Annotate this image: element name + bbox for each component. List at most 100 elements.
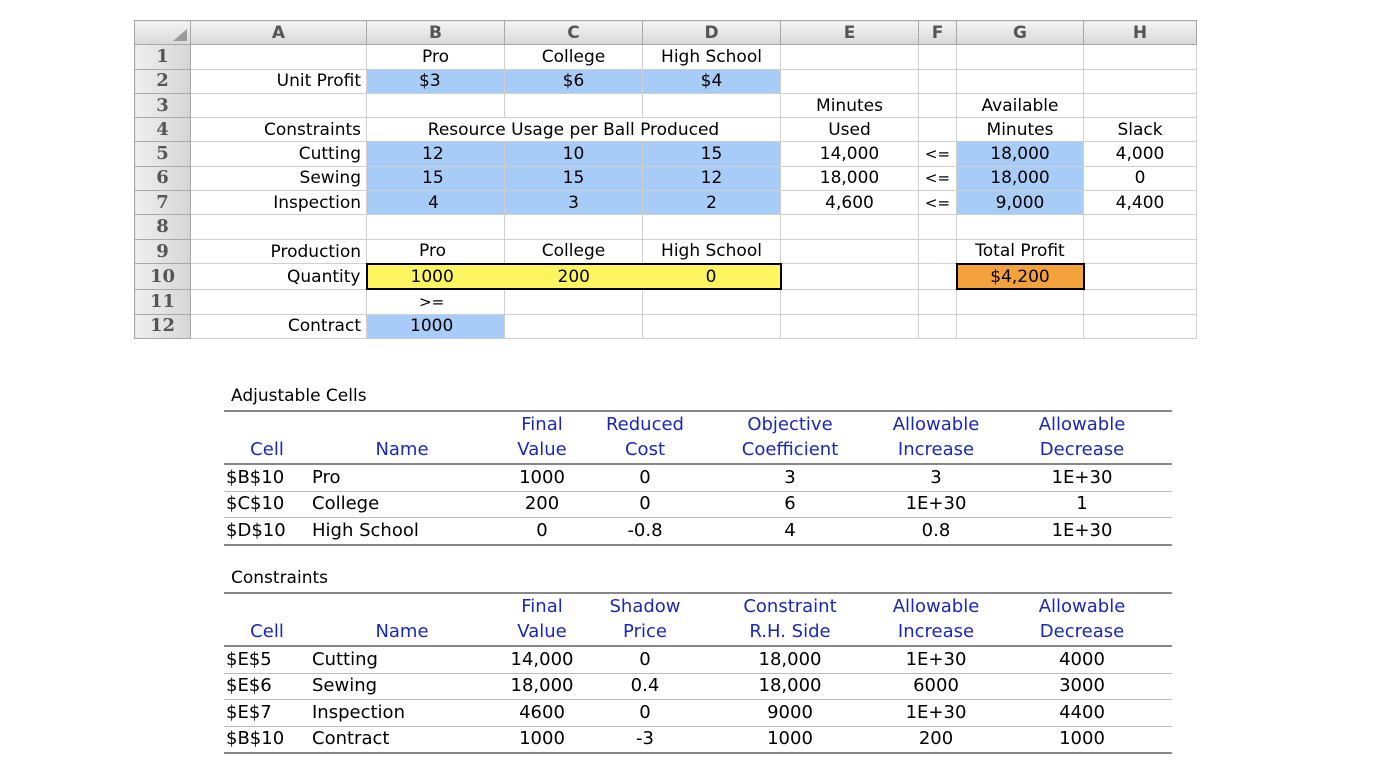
cell-c12[interactable] — [504, 313, 643, 339]
column-header-b[interactable]: B — [366, 19, 505, 46]
column-header-c[interactable]: C — [504, 19, 643, 46]
cell-f11[interactable] — [918, 288, 957, 315]
cell-g5[interactable]: 18,000 — [956, 141, 1084, 167]
cell-f9[interactable] — [918, 238, 957, 265]
column-header-f[interactable]: F — [918, 19, 957, 46]
cell-d12[interactable] — [642, 313, 781, 339]
cell-a11[interactable] — [190, 288, 367, 315]
cell-b4-merged[interactable]: Resource Usage per Ball Produced — [366, 117, 781, 143]
cell-d8[interactable] — [642, 214, 781, 240]
cell-b2[interactable]: $3 — [366, 68, 505, 94]
cell-g6[interactable]: 18,000 — [956, 165, 1084, 192]
cell-c9[interactable]: College — [504, 238, 643, 265]
column-header-d[interactable]: D — [642, 19, 781, 46]
cell-a7[interactable]: Inspection — [190, 190, 367, 216]
cell-h8[interactable] — [1083, 214, 1197, 240]
cell-f4[interactable] — [918, 117, 957, 143]
cell-g2[interactable] — [956, 68, 1084, 94]
cell-a9[interactable]: Production — [190, 238, 367, 265]
cell-d6[interactable]: 12 — [642, 165, 781, 192]
cell-h11[interactable] — [1083, 288, 1197, 315]
cell-b5[interactable]: 12 — [366, 141, 505, 167]
cell-b10[interactable]: 1000 — [365, 262, 505, 291]
cell-e6[interactable]: 18,000 — [780, 165, 919, 192]
cell-e2[interactable] — [780, 68, 919, 94]
cell-e8[interactable] — [780, 214, 919, 240]
cell-f3[interactable] — [918, 92, 957, 119]
cell-b3[interactable] — [366, 92, 505, 119]
cell-d9[interactable]: High School — [642, 238, 781, 265]
cell-g12[interactable] — [956, 313, 1084, 339]
cell-b9[interactable]: Pro — [366, 238, 505, 265]
cell-d3[interactable] — [642, 92, 781, 119]
cell-c5[interactable]: 10 — [504, 141, 643, 167]
cell-b7[interactable]: 4 — [366, 190, 505, 216]
cell-a5[interactable]: Cutting — [190, 141, 367, 167]
cell-b6[interactable]: 15 — [366, 165, 505, 192]
cell-h1[interactable] — [1083, 44, 1197, 70]
cell-c7[interactable]: 3 — [504, 190, 643, 216]
cell-c3[interactable] — [504, 92, 643, 119]
cell-f7[interactable]: <= — [918, 190, 957, 216]
cell-d7[interactable]: 2 — [642, 190, 781, 216]
cell-g4[interactable]: Minutes — [956, 117, 1084, 143]
row-header-2[interactable]: 2 — [134, 68, 191, 94]
cell-h7[interactable]: 4,400 — [1083, 190, 1197, 216]
cell-h2[interactable] — [1083, 68, 1197, 94]
row-header-10[interactable]: 10 — [134, 263, 191, 290]
cell-c10[interactable]: 200 — [504, 262, 643, 291]
row-header-11[interactable]: 11 — [134, 288, 191, 315]
cell-f12[interactable] — [918, 313, 957, 339]
cell-h12[interactable] — [1083, 313, 1197, 339]
cell-g3[interactable]: Available — [956, 92, 1084, 119]
row-header-4[interactable]: 4 — [134, 117, 191, 143]
cell-h9[interactable] — [1083, 238, 1197, 265]
cell-c1[interactable]: College — [504, 44, 643, 70]
cell-g9[interactable]: Total Profit — [956, 238, 1084, 265]
cell-c6[interactable]: 15 — [504, 165, 643, 192]
row-header-8[interactable]: 8 — [134, 214, 191, 240]
cell-a3[interactable] — [190, 92, 367, 119]
cell-b1[interactable]: Pro — [366, 44, 505, 70]
cell-e9[interactable] — [780, 238, 919, 265]
cell-d1[interactable]: High School — [642, 44, 781, 70]
cell-f6[interactable]: <= — [918, 165, 957, 192]
cell-b8[interactable] — [366, 214, 505, 240]
cell-e12[interactable] — [780, 313, 919, 339]
cell-b12[interactable]: 1000 — [366, 313, 505, 339]
row-header-5[interactable]: 5 — [134, 141, 191, 167]
cell-g1[interactable] — [956, 44, 1084, 70]
column-header-e[interactable]: E — [780, 19, 919, 46]
row-header-6[interactable]: 6 — [134, 165, 191, 192]
cell-e4[interactable]: Used — [780, 117, 919, 143]
row-header-12[interactable]: 12 — [134, 313, 191, 339]
cell-a2[interactable]: Unit Profit — [190, 68, 367, 94]
cell-f8[interactable] — [918, 214, 957, 240]
row-header-9[interactable]: 9 — [134, 238, 191, 265]
cell-g10[interactable]: $4,200 — [955, 262, 1085, 291]
cell-a6[interactable]: Sewing — [190, 165, 367, 192]
cell-b11[interactable]: >= — [366, 288, 505, 315]
row-header-7[interactable]: 7 — [134, 190, 191, 216]
cell-e1[interactable] — [780, 44, 919, 70]
cell-d5[interactable]: 15 — [642, 141, 781, 167]
cell-e7[interactable]: 4,600 — [780, 190, 919, 216]
cell-f10[interactable] — [918, 263, 957, 290]
cell-g7[interactable]: 9,000 — [956, 190, 1084, 216]
cell-d11[interactable] — [642, 288, 781, 315]
cell-a4[interactable]: Constraints — [190, 117, 367, 143]
row-header-1[interactable]: 1 — [134, 44, 191, 70]
column-header-h[interactable]: H — [1083, 19, 1197, 46]
cell-c2[interactable]: $6 — [504, 68, 643, 94]
cell-g11[interactable] — [956, 288, 1084, 315]
cell-h10[interactable] — [1083, 263, 1197, 290]
cell-f5[interactable]: <= — [918, 141, 957, 167]
cell-h4[interactable]: Slack — [1083, 117, 1197, 143]
cell-e11[interactable] — [780, 288, 919, 315]
cell-a10[interactable]: Quantity — [190, 263, 367, 290]
cell-d10[interactable]: 0 — [642, 262, 782, 291]
column-header-g[interactable]: G — [956, 19, 1084, 46]
cell-c8[interactable] — [504, 214, 643, 240]
cell-d2[interactable]: $4 — [642, 68, 781, 94]
cell-a1[interactable] — [190, 44, 367, 70]
